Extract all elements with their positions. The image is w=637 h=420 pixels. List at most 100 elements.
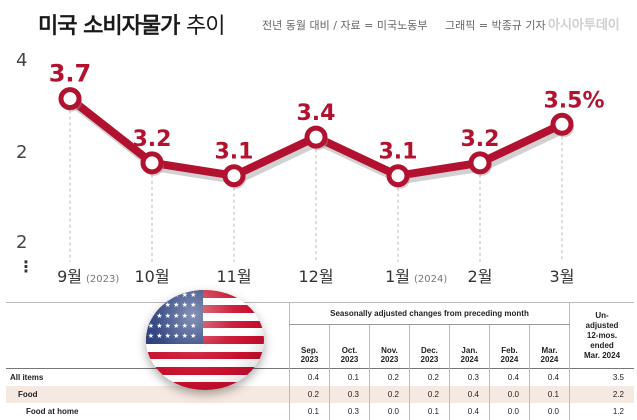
flag-star: ★ bbox=[156, 301, 163, 310]
table-cell: 0.2 bbox=[408, 368, 450, 386]
table-cell: 0.4 bbox=[488, 368, 530, 386]
flag-star: ★ bbox=[156, 333, 162, 340]
data-point bbox=[468, 151, 492, 175]
flag-star: ★ bbox=[156, 312, 162, 320]
table-cell: 0.2 bbox=[368, 386, 410, 403]
x-tick-label: 11월 bbox=[216, 267, 251, 286]
flag-stripe bbox=[146, 313, 264, 321]
column-header: Nov. 2023 bbox=[368, 324, 410, 369]
column-header: Oct. 2023 bbox=[328, 324, 370, 369]
table-cell: 0.2 bbox=[289, 386, 330, 403]
table-cell: 0.1 bbox=[408, 403, 450, 420]
table-cell: 0.2 bbox=[368, 368, 410, 386]
flag-star: ★ bbox=[190, 333, 196, 340]
row-label: Food bbox=[6, 386, 290, 403]
flag-star: ★ bbox=[165, 322, 171, 330]
data-point bbox=[58, 87, 82, 111]
flag-star: ★ bbox=[190, 292, 196, 299]
flag-star: ★ bbox=[148, 322, 154, 330]
row-label: Food at home bbox=[26, 407, 79, 416]
x-tick-label: 10월 bbox=[134, 267, 169, 286]
x-year-note: (2024) bbox=[414, 274, 447, 285]
flag-star: ★ bbox=[173, 292, 179, 299]
credit-note: 그래픽 = 박종규 기자 bbox=[445, 19, 546, 32]
table-cell: 0.0 bbox=[528, 403, 570, 420]
flag-star: ★ bbox=[173, 312, 179, 320]
flag-stripe bbox=[146, 305, 264, 314]
flag-star: ★ bbox=[148, 333, 154, 340]
column-header: Jan. 2024 bbox=[448, 324, 490, 369]
table-cell: 0.4 bbox=[528, 368, 570, 386]
data-point bbox=[304, 125, 328, 149]
flag-stripe bbox=[146, 374, 264, 383]
table-row: Food at home 0.1 0.3 0.0 0.1 0.4 0.0 0.0… bbox=[6, 403, 634, 420]
title-bold: 미국 소비자물가 bbox=[38, 14, 180, 39]
table-cell: 2.2 bbox=[569, 386, 634, 403]
flag-star: ★ bbox=[190, 322, 196, 330]
flag-stripe bbox=[146, 328, 264, 337]
flag-stripe bbox=[146, 382, 264, 390]
data-label: 3.2 bbox=[461, 127, 500, 152]
flag-star: ★ bbox=[182, 322, 188, 330]
flag-star: ★ bbox=[182, 312, 188, 320]
flag-star: ★ bbox=[164, 291, 171, 300]
flag-canton: ★★★★★★★★★★★★★★★★★★★★★★★★★★★★★★ bbox=[146, 290, 203, 344]
flag-stripe bbox=[146, 351, 264, 360]
flag-star: ★ bbox=[182, 292, 188, 299]
brand-logo: 아시아투데이 bbox=[548, 18, 620, 33]
table-cell: 1.2 bbox=[569, 403, 634, 420]
table-cell: 0.0 bbox=[488, 386, 530, 403]
table-cell: 0.4 bbox=[448, 386, 490, 403]
y-tick-label: 2 bbox=[16, 232, 28, 253]
unadjusted-header: Un- adjusted 12-mos. ended Mar. 2024 bbox=[569, 302, 634, 369]
flag-star: ★ bbox=[182, 333, 188, 340]
flag-stripe bbox=[146, 320, 264, 329]
flag-star: ★ bbox=[182, 302, 188, 309]
x-tick-label: 12월 bbox=[298, 267, 333, 286]
data-point bbox=[222, 164, 246, 188]
flag-stripe bbox=[146, 367, 264, 375]
data-point bbox=[140, 151, 164, 175]
flag-stripe bbox=[146, 343, 264, 352]
flag-star: ★ bbox=[165, 302, 171, 309]
table-cell: 0.0 bbox=[368, 403, 410, 420]
page-title: 미국 소비자물가 추이 bbox=[38, 8, 226, 40]
cpi-line-chart: 3.7 3.2 3.1 3.4 3.1 3.2 3.5% 9월 (2023) 10월 11월 12월 1… bbox=[49, 60, 605, 286]
flag-stripe bbox=[146, 297, 264, 306]
data-point bbox=[386, 164, 410, 188]
data-label: 3.4 bbox=[297, 101, 336, 126]
x-tick-label: 2월 bbox=[468, 267, 493, 286]
data-label: 3.7 bbox=[49, 60, 92, 88]
table-cell: 0.3 bbox=[328, 403, 370, 420]
flag-star: ★ bbox=[173, 333, 179, 340]
flag-stripe bbox=[146, 359, 264, 367]
x-tick-label: 1월 bbox=[385, 267, 410, 286]
table-cell: 0.1 bbox=[328, 368, 370, 386]
table-cell: 0.2 bbox=[408, 386, 450, 403]
flag-stripe bbox=[146, 290, 264, 298]
flag-stripe bbox=[146, 336, 264, 344]
table-corner bbox=[6, 302, 130, 325]
data-label: 3.1 bbox=[215, 140, 254, 165]
table-cell: 0.4 bbox=[448, 403, 490, 420]
flag-star: ★ bbox=[147, 301, 154, 310]
cpi-table: Seasonally adjusted changes from precedi… bbox=[6, 302, 634, 420]
flag-star: ★ bbox=[147, 311, 154, 320]
flag-star: ★ bbox=[156, 291, 163, 300]
table-cell: 0.0 bbox=[488, 403, 530, 420]
flag-star: ★ bbox=[156, 322, 162, 330]
source-note: 전년 동월 대비 / 자료 = 미국노동부 bbox=[262, 19, 428, 32]
table-cell: 3.5 bbox=[569, 368, 634, 386]
table-corner bbox=[6, 325, 130, 369]
table-cell: 0.4 bbox=[289, 368, 330, 386]
table-row: All items 0.4 0.1 0.2 0.2 0.3 0.4 0.4 3.… bbox=[6, 368, 634, 386]
flag-star: ★ bbox=[173, 322, 179, 330]
flag-star: ★ bbox=[165, 333, 171, 340]
flag-star: ★ bbox=[173, 302, 179, 309]
data-point bbox=[550, 112, 574, 136]
y-tick-label: 2 bbox=[16, 142, 28, 163]
table-row: Food 0.2 0.3 0.2 0.2 0.4 0.0 0.1 2.2 bbox=[6, 386, 634, 403]
us-flag-icon: ★★★★★★★★★★★★★★★★★★★★★★★★★★★★★★ bbox=[146, 290, 264, 390]
table-cell: 0.1 bbox=[528, 386, 570, 403]
flag-star: ★ bbox=[190, 302, 196, 309]
